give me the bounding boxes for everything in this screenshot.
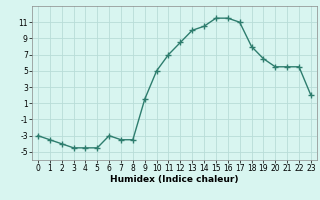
X-axis label: Humidex (Indice chaleur): Humidex (Indice chaleur): [110, 175, 239, 184]
